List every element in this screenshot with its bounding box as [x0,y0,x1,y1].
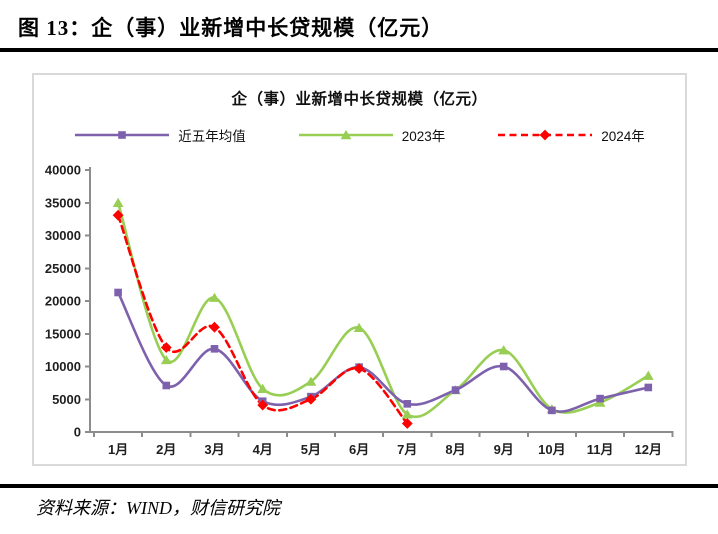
marker-diamond [112,209,124,221]
series-markers-近五年均值 [114,288,653,415]
marker-diamond [160,342,172,353]
bottom-divider [0,484,718,488]
legend-item-2024年: 2024年 [497,125,645,145]
source-note: 资料来源：WIND，财信研究院 [36,498,280,518]
marker-triangle [305,376,317,386]
marker-triangle [209,292,220,302]
x-tick-label: 12月 [635,442,662,457]
figure-caption: 图 13：企（事）业新增中长贷规模（亿元） [18,12,708,42]
y-tick-label: 10000 [45,359,81,374]
marker-triangle [160,354,172,365]
series-markers-2024年 [112,209,413,429]
y-tick-label: 0 [74,425,81,440]
x-tick-label: 3月 [204,442,224,457]
legend-sample [75,131,170,139]
marker-square [210,345,219,353]
marker-square [596,394,604,403]
chart-legend: 近五年均值 2023年 2024年 [34,125,685,145]
x-tick-label: 4月 [253,442,273,457]
legend-sample [298,130,393,140]
legend-label: 近五年均值 [178,129,246,144]
top-divider [0,48,718,52]
legend-item-近五年均值: 近五年均值 [74,125,246,145]
x-tick-label: 7月 [397,442,417,457]
marker-diamond [209,321,220,333]
marker-triangle [642,370,654,380]
x-tick-label: 11月 [587,442,614,457]
y-tick-label: 30000 [45,228,81,243]
marker-diamond [305,393,317,405]
marker-triangle [257,383,269,393]
marker-square [114,288,122,297]
x-tick-label: 5月 [301,442,321,457]
marker-triangle [112,197,124,207]
legend-label: 2023年 [401,129,446,144]
legend-marker-square [118,131,127,139]
x-tick-label: 10月 [538,442,565,457]
marker-square [644,383,653,392]
marker-square [499,362,508,371]
legend-sample [498,129,593,141]
marker-diamond [257,399,269,411]
marker-square [451,386,460,394]
y-tick-label: 40000 [45,163,81,178]
marker-square [162,381,171,390]
x-tick-label: 6月 [349,442,369,457]
y-tick-label: 15000 [45,326,81,341]
x-tick-label: 2月 [156,442,176,457]
line-chart: 0 5000 10000 15000 20000 25000 30000 35000 40000… [45,163,674,457]
x-tick-label: 1月 [108,442,128,457]
series-line-近五年均值 [116,291,650,413]
marker-square [403,400,412,408]
y-tick-label: 5000 [52,392,81,407]
marker-diamond [401,418,413,429]
x-tick-label: 8月 [445,442,465,457]
marker-triangle [401,409,413,419]
y-tick-label: 20000 [45,294,81,309]
legend-label: 2024年 [601,129,645,144]
x-tick-label: 9月 [494,442,514,457]
y-tick-label: 35000 [45,195,81,210]
marker-diamond [353,363,365,374]
figure-title: 企（事）业新增中长贷规模（亿元） [91,16,444,40]
chart-title: 企（事）业新增中长贷规模（亿元） [231,91,488,108]
marker-square [548,406,556,415]
chart-area: 0 5000 10000 15000 20000 25000 30000 35000 40000… [32,73,687,466]
legend-item-2023年: 2023年 [298,125,446,145]
legend-marker-triangle [340,130,352,140]
figure-label: 图 13： [18,16,92,40]
y-tick-label: 25000 [45,261,81,276]
marker-triangle [498,345,510,355]
marker-triangle [353,322,365,333]
legend-marker-diamond [539,129,551,141]
